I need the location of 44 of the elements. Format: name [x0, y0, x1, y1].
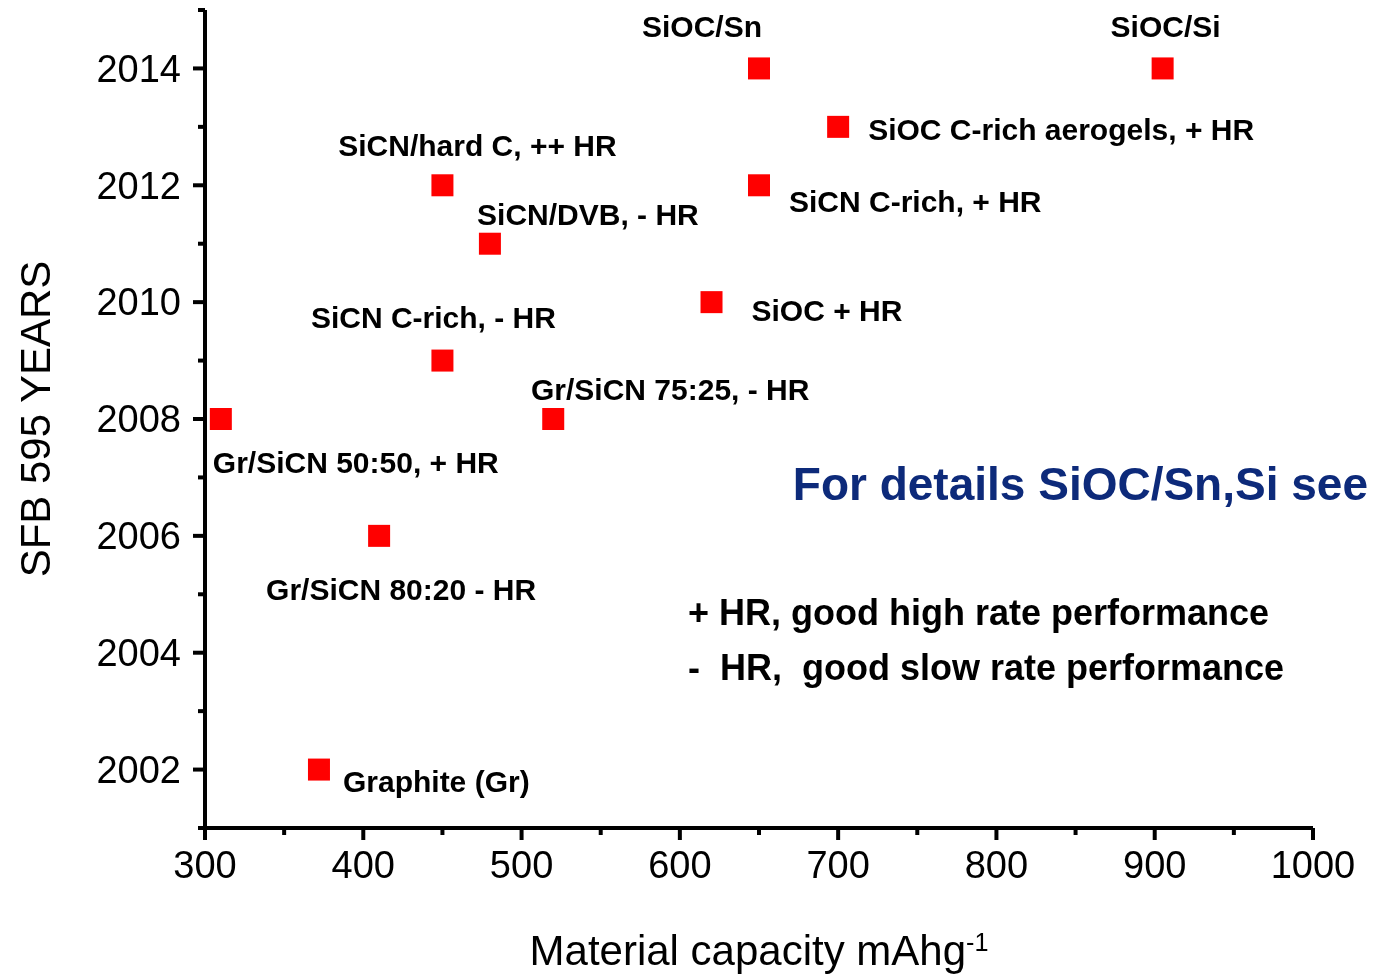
point	[209, 408, 232, 430]
y-tick-label: 2010	[96, 281, 181, 324]
point	[431, 174, 454, 197]
x-tick-label: 900	[1123, 844, 1187, 886]
annotation: SiCN/DVB, - HR	[477, 197, 700, 231]
x-tick-label: 800	[964, 844, 1029, 886]
annotation: SiOC/Si	[1110, 10, 1221, 44]
point	[431, 349, 454, 372]
annotation: + HR, good high rate performance	[688, 592, 1270, 633]
annotation: Gr/SiCN 50:50, + HR	[212, 446, 500, 479]
x-tick-label: 700	[806, 844, 870, 886]
y-tick-label: 2008	[96, 398, 181, 441]
annotation: SiOC/Sn	[641, 10, 763, 44]
point	[542, 408, 565, 430]
x-tick-label: 600	[648, 844, 712, 886]
y-tick-label: 2012	[96, 164, 181, 207]
annotation: SiOC C-rich aerogels, + HR	[868, 112, 1255, 146]
point	[478, 232, 501, 255]
x-tick-label: 1000	[1270, 844, 1356, 886]
annotation: Gr/SiCN 80:20 - HR	[266, 572, 537, 606]
annotation: - HR, good slow rate performance	[688, 647, 1285, 688]
y-tick-label: 2014	[96, 47, 181, 90]
point	[700, 291, 723, 314]
y-tick-label: 2006	[96, 515, 181, 558]
x-tick-label: 500	[489, 844, 554, 886]
point	[368, 524, 391, 547]
point	[827, 115, 850, 138]
point	[748, 174, 770, 197]
annotation: For details SiOC/Sn,Si see	[792, 458, 1368, 510]
annotation: SiCN C-rich, - HR	[310, 300, 557, 334]
annotation: SiOC + HR	[751, 294, 903, 328]
y-tick-label: 2002	[96, 748, 181, 791]
point	[748, 57, 770, 80]
x-axis-title: Material capacity mAhg$^{-1}$	[529, 927, 989, 974]
y-tick-label: 2004	[96, 632, 181, 675]
annotation: SiCN/hard C, ++ HR	[338, 129, 617, 163]
annotation: Gr/SiCN 75:25, - HR	[531, 373, 810, 406]
annotation: Graphite (Gr)	[342, 764, 530, 798]
x-tick-label: 300	[173, 844, 237, 886]
y-axis-title: SFB 595 YEARS	[12, 260, 59, 578]
annotation: SiCN C-rich, + HR	[789, 185, 1042, 219]
point	[307, 758, 330, 781]
x-tick-label: 400	[331, 844, 395, 886]
point	[1151, 57, 1174, 80]
